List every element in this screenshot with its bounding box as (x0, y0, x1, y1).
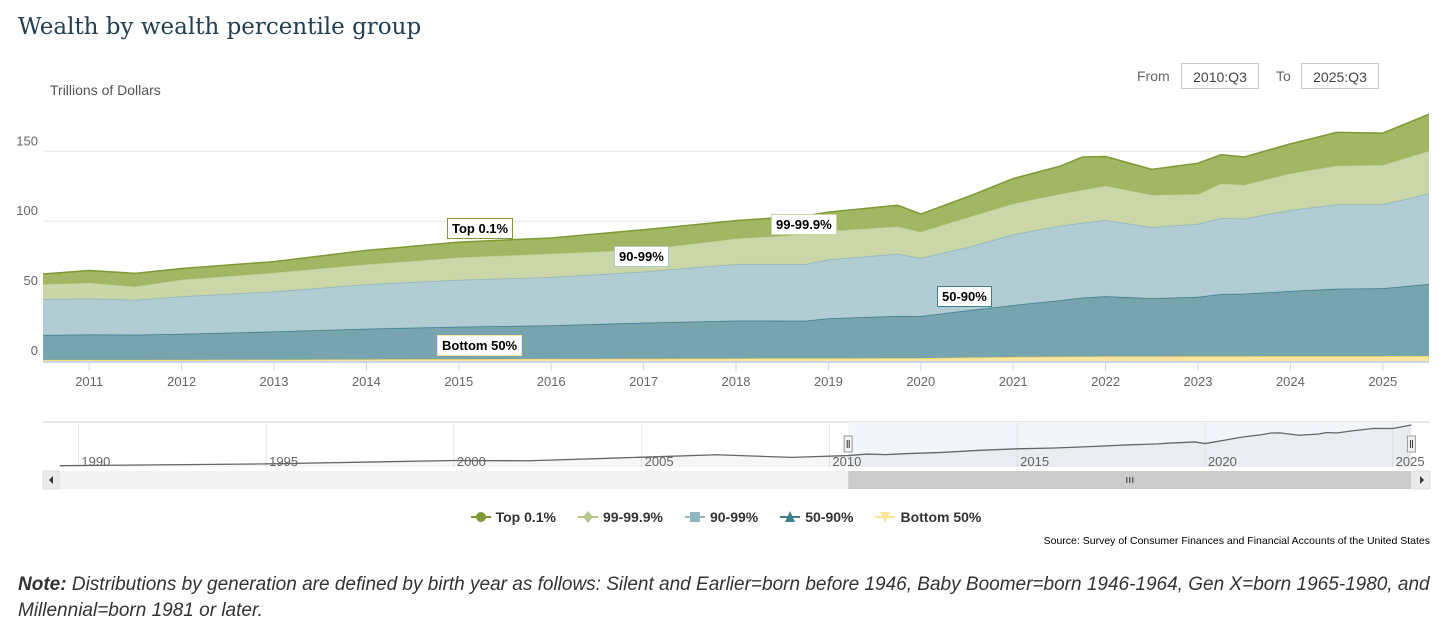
footnote: Note: Distributions by generation are de… (18, 572, 1438, 624)
flag-bottom-50: Bottom 50% (437, 335, 523, 356)
navigator-tick-label: 1995 (269, 454, 298, 469)
legend-item-90-99[interactable]: 90-99% (684, 509, 759, 525)
legend-item-99-99-9[interactable]: 99-99.9% (578, 509, 663, 525)
navigator-handle-right[interactable] (1406, 435, 1416, 453)
square-icon (684, 511, 705, 523)
chevron-left-icon (49, 476, 53, 484)
note-text: Distributions by generation are defined … (18, 574, 1430, 621)
legend-label: 50-90% (805, 509, 854, 525)
navigator-line (59, 424, 1412, 467)
chart-title: Wealth by wealth percentile group (18, 14, 422, 40)
x-tick-label: 2019 (814, 374, 843, 389)
x-tick-label: 2018 (722, 374, 751, 389)
navigator-tick-label: 2015 (1020, 454, 1049, 469)
triangle-down-icon (875, 511, 896, 523)
legend-label: Top 0.1% (495, 509, 557, 525)
range-from-input[interactable]: 2010:Q3 (1181, 63, 1259, 89)
x-tick-label: 2014 (352, 374, 381, 389)
y-axis-title: Trillions of Dollars (50, 82, 161, 98)
y-tick-label: 150 (16, 133, 38, 148)
x-tick-label: 2013 (260, 374, 289, 389)
circle-icon (470, 511, 491, 523)
area-50-90- (43, 283, 1429, 360)
navigator-handle-left[interactable] (843, 435, 853, 453)
x-tick-label: 2022 (1091, 374, 1120, 389)
x-tick-label: 2020 (906, 374, 935, 389)
legend-item-bottom-50[interactable]: Bottom 50% (875, 509, 981, 525)
x-tick-label: 2024 (1276, 374, 1305, 389)
flag-50-90: 50-90% (937, 286, 992, 307)
legend-label: Bottom 50% (900, 509, 982, 525)
legend: Top 0.1% 99-99.9% 90-99% 50-90% Bottom 5… (0, 509, 1452, 525)
navigator-tick-label: 2020 (1208, 454, 1237, 469)
x-tick-label: 2015 (444, 374, 473, 389)
x-tick-label: 2016 (537, 374, 566, 389)
navigator-tick-label: 2010 (832, 454, 861, 469)
triangle-icon (780, 511, 801, 523)
navigator-tick-label: 2025 (1396, 454, 1425, 469)
x-tick-label: 2017 (629, 374, 658, 389)
legend-item-top-0-1[interactable]: Top 0.1% (470, 509, 557, 525)
y-tick-label: 50 (24, 273, 38, 288)
x-tick-label: 2021 (999, 374, 1028, 389)
source-note: Source: Survey of Consumer Finances and … (1043, 535, 1430, 547)
y-tick-label: 0 (31, 343, 38, 358)
range-to-input[interactable]: 2025:Q3 (1301, 63, 1379, 89)
x-tick-label: 2012 (167, 374, 196, 389)
navigator-tick-label: 2005 (645, 454, 674, 469)
chart-svg: 0 50 100 150 2011 2012 2013 2014 2015 2016 2017 201… (16, 113, 1431, 490)
range-to-label: To (1276, 68, 1291, 84)
flag-90-99: 90-99% (614, 246, 669, 267)
range-from-label: From (1137, 68, 1170, 84)
navigator-area (59, 425, 1412, 467)
series-line (42, 113, 1430, 275)
x-tick-label: 2023 (1184, 374, 1213, 389)
x-tick-label: 2011 (75, 374, 103, 389)
chevron-right-icon (1420, 476, 1424, 484)
navigator-tick-label: 2000 (457, 454, 486, 469)
legend-item-50-90[interactable]: 50-90% (780, 509, 853, 525)
legend-label: 90-99% (709, 509, 759, 525)
y-tick-label: 100 (16, 203, 38, 218)
flag-99-99-9: 99-99.9% (771, 214, 837, 235)
legend-label: 99-99.9% (603, 509, 663, 525)
note-label: Note: (18, 574, 67, 595)
x-tick-label: 2025 (1368, 374, 1397, 389)
diamond-icon (578, 511, 599, 523)
flag-top-0-1: Top 0.1% (447, 218, 514, 239)
